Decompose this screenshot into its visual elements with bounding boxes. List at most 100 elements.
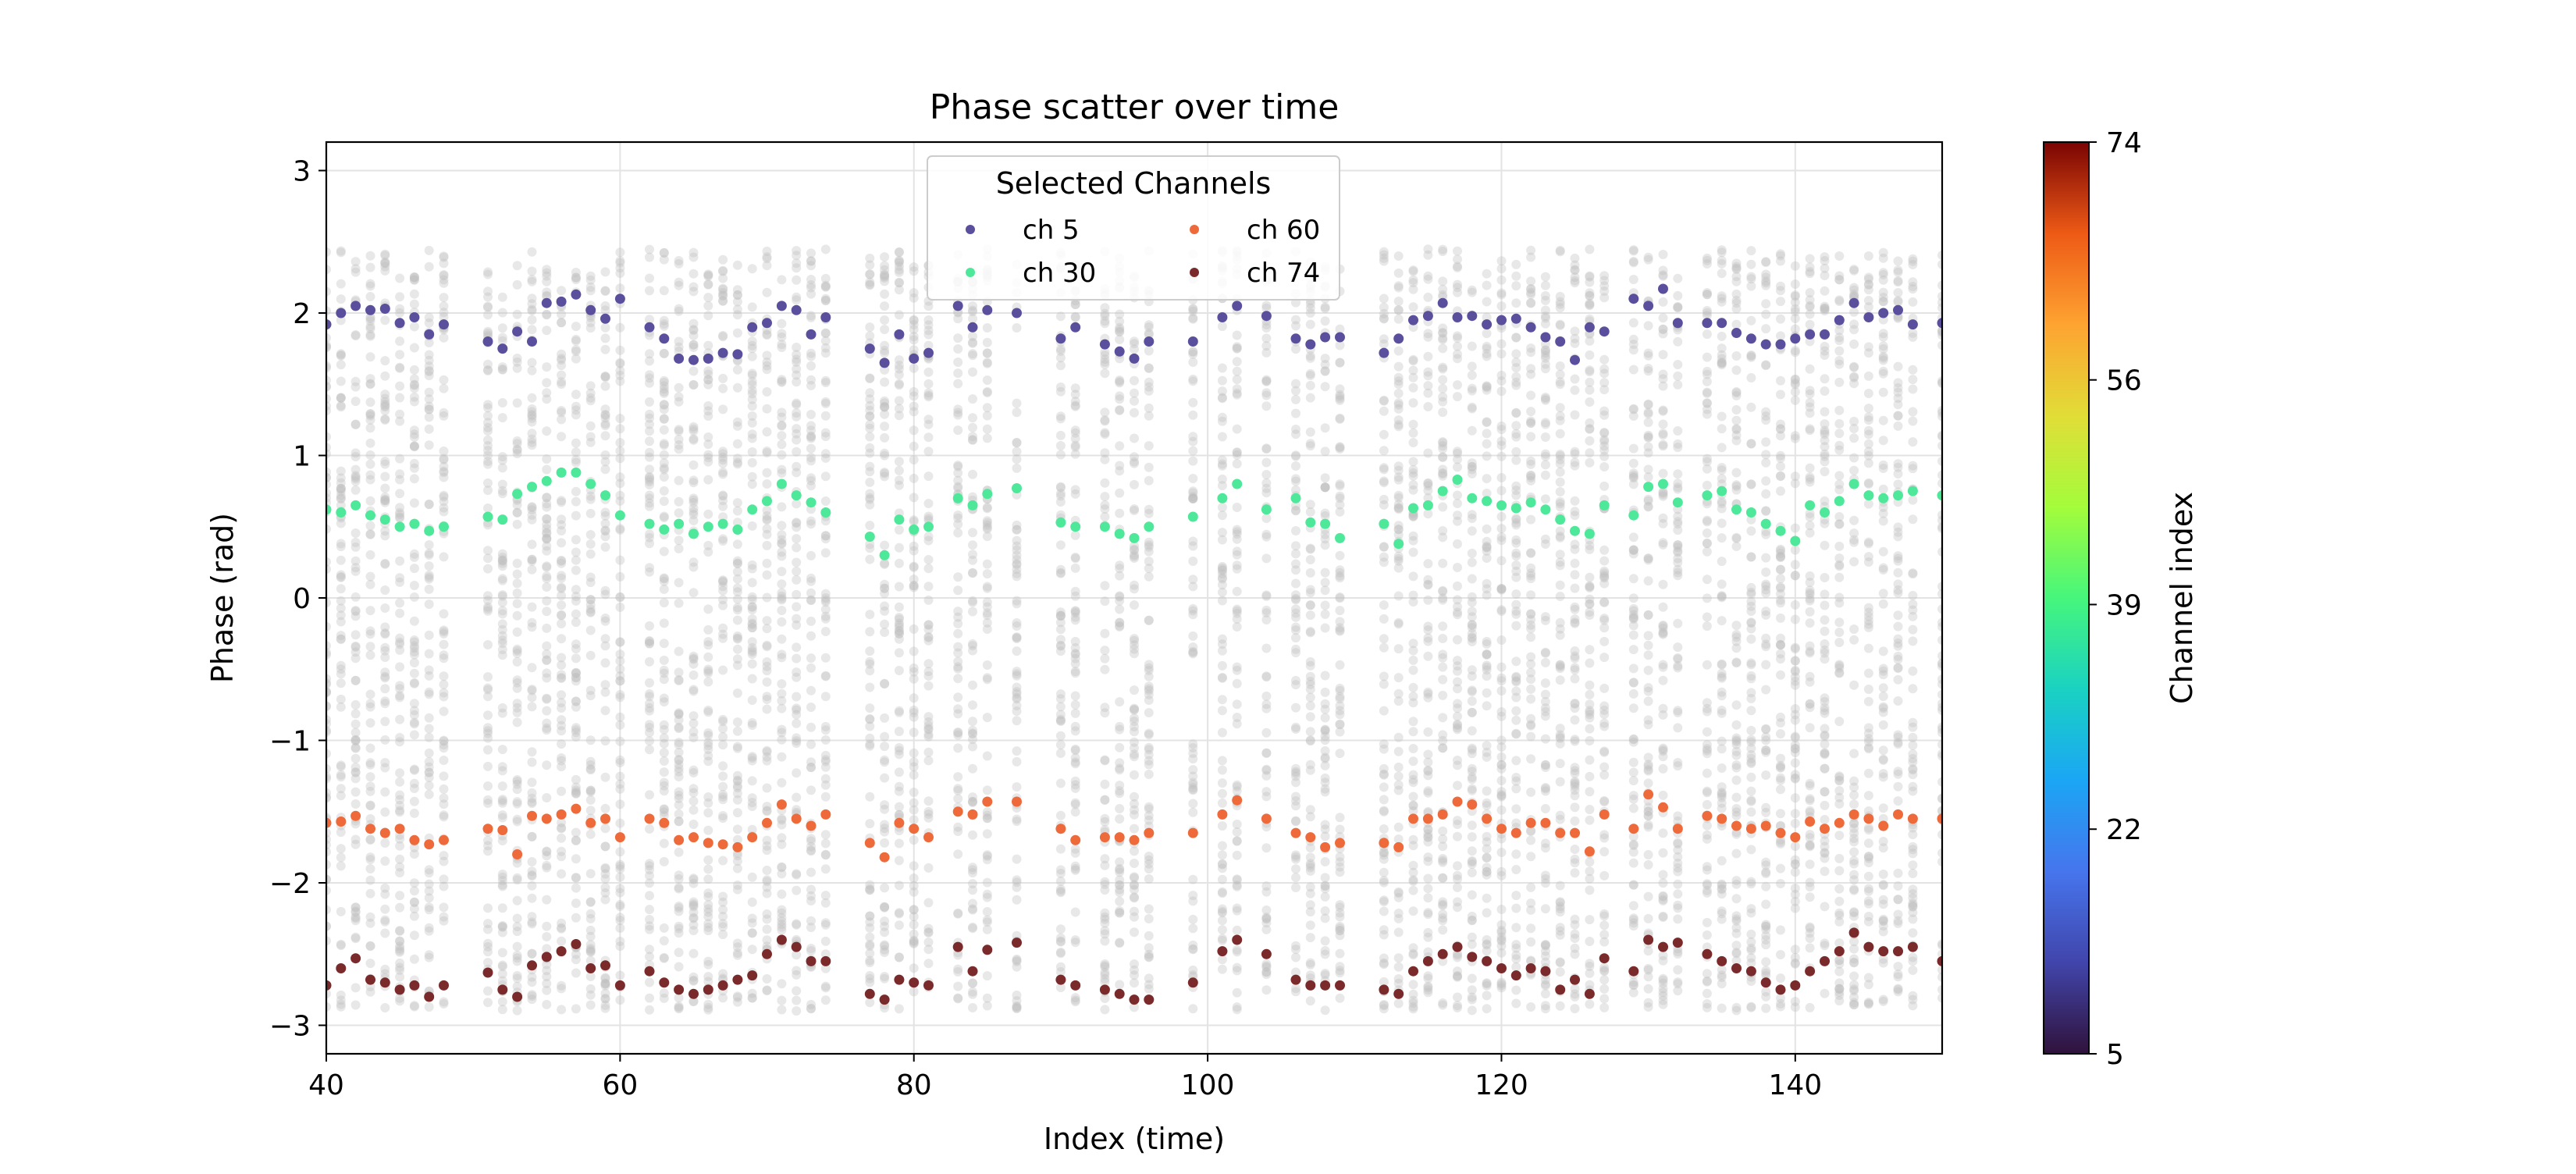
background-point — [806, 663, 816, 673]
background-point — [1379, 430, 1389, 439]
background-point — [1571, 559, 1580, 568]
background-point — [1218, 432, 1227, 442]
background-point — [1511, 447, 1521, 457]
background-point — [1571, 545, 1580, 554]
background-point — [1188, 398, 1197, 407]
background-point — [1482, 418, 1492, 427]
background-point — [425, 749, 434, 758]
background-point — [1115, 804, 1124, 813]
background-point — [366, 987, 375, 997]
background-point — [1438, 453, 1447, 462]
background-point — [483, 460, 493, 469]
background-point — [1438, 407, 1447, 417]
background-point — [792, 543, 801, 553]
background-point — [924, 564, 934, 573]
background-point — [792, 673, 801, 682]
background-point — [821, 735, 831, 745]
background-point — [1130, 892, 1139, 902]
background-point — [1130, 685, 1139, 695]
background-point — [366, 496, 375, 506]
background-point — [909, 861, 919, 870]
background-point — [1453, 871, 1462, 880]
background-point — [1336, 573, 1345, 582]
background-point — [953, 528, 962, 538]
background-point — [1379, 446, 1389, 455]
background-point — [1571, 992, 1580, 1001]
background-point — [1526, 905, 1535, 915]
background-point — [410, 779, 419, 788]
background-point — [792, 499, 801, 508]
background-point — [1218, 322, 1227, 331]
background-point — [1188, 457, 1197, 466]
background-point — [336, 791, 346, 800]
background-point — [645, 286, 654, 295]
background-point — [380, 807, 390, 816]
background-point — [366, 530, 375, 539]
background-point — [571, 898, 581, 908]
background-point — [1526, 476, 1535, 486]
background-point — [660, 618, 669, 628]
background-point — [395, 959, 404, 968]
background-point — [1599, 598, 1609, 607]
background-point — [1056, 611, 1066, 621]
background-point — [1497, 524, 1507, 533]
background-point — [425, 356, 434, 365]
background-point — [1541, 804, 1550, 813]
background-point — [586, 897, 596, 906]
background-point — [968, 717, 977, 726]
background-point — [1556, 730, 1565, 739]
background-point — [1453, 756, 1462, 765]
background-point — [953, 333, 962, 343]
background-point — [909, 455, 919, 464]
background-point — [557, 611, 566, 621]
background-point — [498, 559, 507, 568]
background-point — [865, 543, 874, 553]
background-point — [1599, 355, 1609, 365]
background-point — [924, 659, 934, 668]
background-point — [1497, 848, 1507, 857]
background-point — [1321, 906, 1330, 916]
background-point — [601, 706, 610, 715]
background-point — [1115, 406, 1124, 415]
background-point — [513, 896, 522, 905]
background-point — [983, 971, 992, 980]
background-point — [924, 596, 934, 605]
background-point — [1100, 854, 1109, 863]
background-point — [1541, 346, 1550, 355]
background-point — [571, 322, 581, 331]
background-point — [865, 722, 874, 731]
background-point — [763, 593, 772, 603]
background-point — [483, 836, 493, 845]
background-point — [792, 518, 801, 527]
background-point — [1115, 605, 1124, 614]
background-point — [674, 763, 684, 773]
background-point — [410, 1002, 419, 1012]
background-point — [439, 507, 449, 517]
background-point — [733, 645, 742, 654]
background-point — [1336, 994, 1345, 1003]
background-point — [351, 567, 361, 576]
background-point — [880, 820, 889, 830]
background-point — [1453, 539, 1462, 549]
background-point — [1599, 1003, 1609, 1012]
background-point — [1233, 820, 1242, 829]
background-point — [1012, 782, 1022, 792]
background-point — [1571, 737, 1580, 746]
background-point — [645, 657, 654, 667]
background-point — [542, 378, 551, 387]
background-point — [1556, 478, 1565, 487]
background-point — [718, 534, 728, 543]
background-point — [1056, 937, 1066, 946]
background-point — [380, 526, 390, 535]
background-point — [821, 984, 831, 993]
background-point — [909, 963, 919, 973]
background-point — [366, 718, 375, 728]
background-point — [1306, 428, 1315, 437]
background-point — [1188, 474, 1197, 483]
background-point — [865, 374, 874, 383]
background-point — [660, 739, 669, 749]
background-point — [924, 927, 934, 937]
background-point — [1556, 675, 1565, 685]
background-point — [380, 653, 390, 662]
background-point — [1306, 727, 1315, 736]
